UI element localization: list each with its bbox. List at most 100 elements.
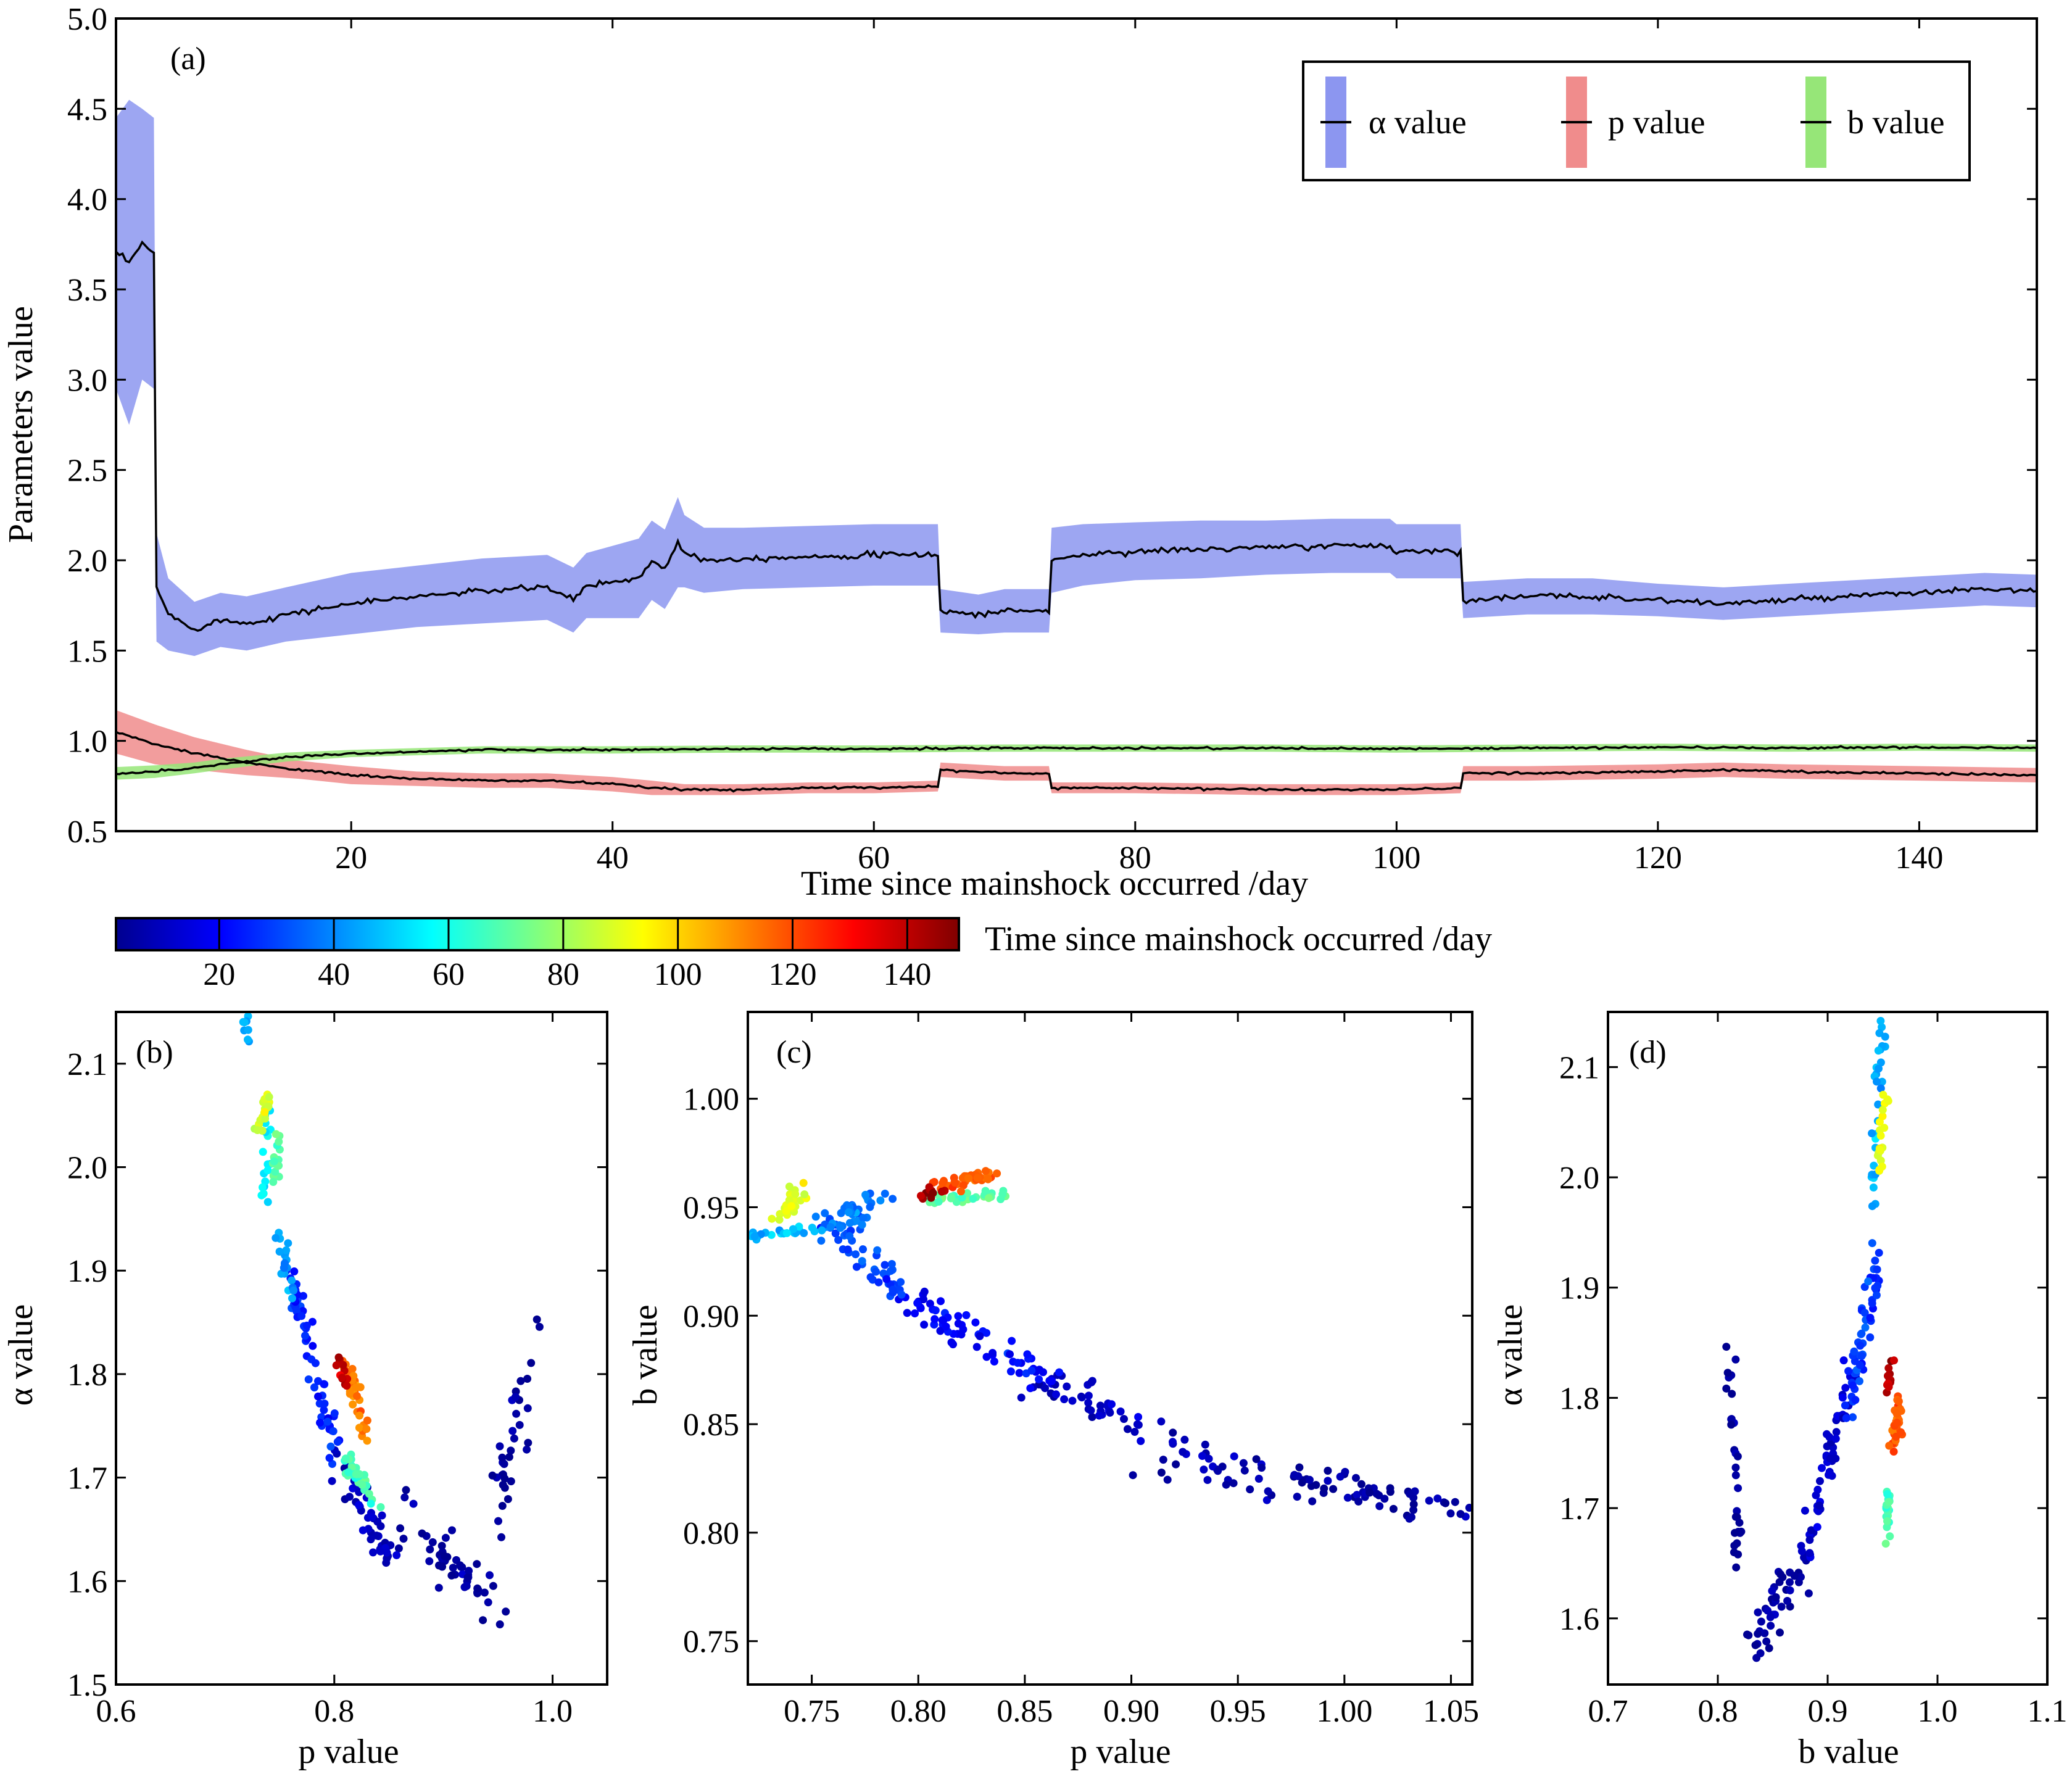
panel-b-point-311 xyxy=(363,1416,371,1425)
panel-b-point-30 xyxy=(435,1561,443,1570)
panel-a-ytick-label-2: 1.5 xyxy=(67,634,107,669)
panel-d-ytick-label-3: 1.9 xyxy=(1559,1271,1599,1306)
panel-c-point-112 xyxy=(1180,1435,1189,1444)
panel-d-ytick-label-5: 2.1 xyxy=(1559,1050,1599,1085)
panel-c-point-281 xyxy=(881,1190,889,1198)
band-series-2 xyxy=(116,744,2037,780)
panel-a-ticks: 20 40 60 80 100 120 140 0.5 1.0 1.5 2.0 2.5 3.0 3.5 4.… xyxy=(67,2,2037,876)
panel-d-point-205 xyxy=(1874,1100,1883,1109)
panel-b-ylabel: α value xyxy=(2,1304,40,1406)
panel-d-xtick-label-3: 1.0 xyxy=(1918,1694,1958,1729)
panel-b-point-329 xyxy=(355,1411,363,1420)
panel-b-point-22 xyxy=(465,1567,473,1575)
panel-b-point-158 xyxy=(325,1454,334,1462)
panel-d-point-178 xyxy=(1857,1329,1866,1338)
panel-c-point-74 xyxy=(1409,1500,1418,1509)
panel-d-point-166 xyxy=(1866,1333,1875,1341)
legend-label-alpha: α value xyxy=(1369,104,1467,141)
panel-b-point-328 xyxy=(349,1400,357,1409)
panel-d-point-198 xyxy=(1868,1202,1876,1211)
panel-c-point-173 xyxy=(1048,1377,1056,1385)
panel-c-point-371 xyxy=(963,1189,972,1198)
panel-b-xtick-label-0: 0.6 xyxy=(96,1694,136,1729)
panel-d-point-184 xyxy=(1864,1277,1873,1286)
panel-c-point-253 xyxy=(859,1245,867,1254)
panel-b-point-29 xyxy=(484,1598,492,1607)
panel-c-point-228 xyxy=(873,1246,882,1254)
panel-a-xtick-label-5: 120 xyxy=(1634,840,1682,876)
panel-d-point-48 xyxy=(1786,1586,1794,1594)
panel-d-point-27 xyxy=(1722,1384,1731,1393)
panel-c-point-186 xyxy=(988,1349,997,1357)
panel-c-point-408 xyxy=(984,1174,992,1183)
panel-d-point-115 xyxy=(1825,1470,1833,1479)
panel-b-label: (b) xyxy=(136,1035,173,1070)
panel-c-point-323 xyxy=(782,1229,791,1237)
legend-frame xyxy=(1302,60,1971,181)
panel-d-point-89 xyxy=(1815,1501,1823,1510)
panel-c-point-85 xyxy=(1200,1465,1208,1474)
panel-d-point-59 xyxy=(1763,1606,1772,1615)
panel-b-points xyxy=(239,1012,544,1628)
panel-c-point-73 xyxy=(1308,1497,1317,1506)
panel-d-point-124 xyxy=(1813,1523,1821,1532)
panel-d-point-119 xyxy=(1812,1491,1820,1499)
panel-d-point-212 xyxy=(1868,1129,1876,1138)
panel-d-ylabel: α value xyxy=(1491,1304,1530,1406)
panel-b-ytick-label-6: 2.1 xyxy=(67,1047,107,1082)
panel-b-point-204 xyxy=(281,1259,289,1267)
panel-c-point-4 xyxy=(1357,1480,1365,1488)
panel-b-point-40 xyxy=(462,1581,471,1590)
panel-b-point-27 xyxy=(396,1524,405,1533)
panel-c-point-191 xyxy=(1027,1366,1036,1375)
panel-b-point-125 xyxy=(383,1548,391,1557)
panel-c-point-1 xyxy=(1425,1496,1433,1505)
panel-c-point-403 xyxy=(993,1169,1001,1178)
panel-b-point-266 xyxy=(271,1130,280,1138)
panel-b-point-192 xyxy=(282,1246,291,1254)
panel-c-point-120 xyxy=(1179,1448,1187,1456)
panel-a-xtick-label-6: 140 xyxy=(1895,840,1943,876)
panel-c-point-285 xyxy=(876,1196,885,1204)
panel-c-point-14 xyxy=(1254,1475,1263,1483)
panel-c-point-347 xyxy=(787,1202,796,1211)
panel-b-point-126 xyxy=(376,1547,385,1556)
panel-c-point-88 xyxy=(1084,1398,1093,1407)
panel-c-point-187 xyxy=(1055,1368,1064,1377)
panel-d-point-73 xyxy=(1800,1553,1809,1562)
panel-b-point-263 xyxy=(275,1137,283,1146)
panel-b-ytick-label-5: 2.0 xyxy=(67,1151,107,1186)
panel-c-point-108 xyxy=(1087,1406,1095,1415)
panel-c-point-170 xyxy=(1015,1369,1024,1377)
panel-c-point-66 xyxy=(1320,1484,1328,1493)
panel-b-point-267 xyxy=(269,1178,278,1186)
panel-d-point-95 xyxy=(1839,1356,1848,1365)
panel-c-point-193 xyxy=(962,1311,971,1319)
panel-c-xtick-label-4: 0.95 xyxy=(1210,1694,1266,1729)
panel-c-point-23 xyxy=(1353,1491,1361,1499)
panel-b-point-331 xyxy=(352,1383,360,1391)
panel-d-point-66 xyxy=(1786,1568,1794,1577)
panel-a-bands xyxy=(116,99,2037,795)
panel-c-point-111 xyxy=(1077,1392,1085,1401)
panel-c-point-240 xyxy=(887,1260,896,1268)
panel-b-point-143 xyxy=(320,1406,328,1414)
panel-b-point-121 xyxy=(376,1522,385,1530)
panel-d-point-55 xyxy=(1766,1613,1775,1622)
panel-c-point-103 xyxy=(1201,1440,1209,1449)
panel-c-point-401 xyxy=(959,1181,968,1190)
panel-d-point-64 xyxy=(1744,1631,1753,1639)
panel-b-point-183 xyxy=(326,1442,335,1451)
panel-c-point-38 xyxy=(1307,1482,1316,1490)
panel-a-ytick-label-5: 3.0 xyxy=(67,363,107,398)
panel-b-frame xyxy=(115,1011,608,1686)
panel-d-point-230 xyxy=(1876,1132,1885,1140)
panel-d-point-300 xyxy=(1884,1372,1892,1380)
panel-c-xlabel: p value xyxy=(1070,1733,1171,1771)
panel-b-point-172 xyxy=(316,1419,324,1427)
panel-c-point-239 xyxy=(811,1212,820,1221)
panel-c-point-81 xyxy=(1088,1413,1096,1421)
panel-d-point-58 xyxy=(1762,1637,1771,1646)
panel-c-point-57 xyxy=(1365,1488,1374,1497)
panel-c-point-313 xyxy=(756,1230,765,1238)
